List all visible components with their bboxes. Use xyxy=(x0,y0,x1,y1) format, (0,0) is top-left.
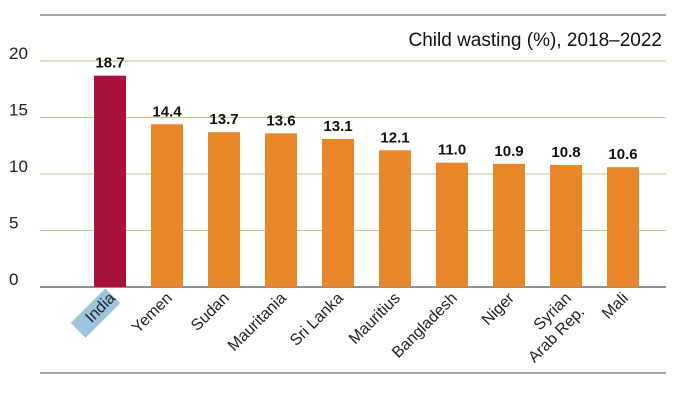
y-tick-label: 15 xyxy=(9,101,28,120)
category-label: Mauritius xyxy=(346,290,404,348)
value-label: 13.6 xyxy=(266,112,295,129)
category-label-line: Mauritania xyxy=(225,290,290,355)
category-label: India xyxy=(70,288,121,338)
category-label: Sudan xyxy=(188,290,233,335)
bar xyxy=(265,133,297,287)
value-label: 11.0 xyxy=(438,142,466,159)
y-tick-label: 20 xyxy=(9,44,28,63)
bar xyxy=(493,163,525,287)
bar xyxy=(94,75,126,287)
bar xyxy=(151,124,183,287)
category-label-line: Yemen xyxy=(129,290,176,337)
value-label: 13.7 xyxy=(209,111,238,128)
category-label-line: Mali xyxy=(599,290,632,323)
chart-title: Child wasting (%), 2018–2022 xyxy=(409,30,663,51)
bars xyxy=(94,75,639,287)
bar xyxy=(208,132,240,287)
bar xyxy=(607,167,639,287)
category-label: Niger xyxy=(479,289,519,329)
bar xyxy=(322,138,354,287)
category-label: Yemen xyxy=(129,290,176,337)
y-tick-label: 10 xyxy=(9,157,28,176)
value-label: 10.8 xyxy=(551,144,580,161)
bar xyxy=(436,162,468,287)
bar xyxy=(550,164,582,287)
y-tick-label: 0 xyxy=(9,270,18,289)
category-label: Mauritania xyxy=(225,290,290,355)
bar xyxy=(379,150,411,287)
value-label: 10.9 xyxy=(494,143,523,160)
value-label: 18.7 xyxy=(95,55,124,72)
value-labels: 18.7 14.4 13.7 13.6 13.1 12.1 11.0 10.9 10.8 10.6 xyxy=(95,55,637,164)
category-label-line: Mauritius xyxy=(346,290,404,348)
category-label-line: Sudan xyxy=(188,290,233,335)
category-label-line: Niger xyxy=(479,289,519,329)
highlight-label-background xyxy=(70,288,121,338)
category-label-line: Sri Lanka xyxy=(287,290,347,350)
value-label: 14.4 xyxy=(152,103,182,120)
category-label: Mali xyxy=(599,290,632,323)
value-label: 13.1 xyxy=(323,118,352,135)
value-label: 12.1 xyxy=(380,129,409,146)
value-label: 10.6 xyxy=(608,146,637,163)
y-tick-label: 5 xyxy=(9,214,18,233)
category-label: Sri Lanka xyxy=(287,290,347,350)
